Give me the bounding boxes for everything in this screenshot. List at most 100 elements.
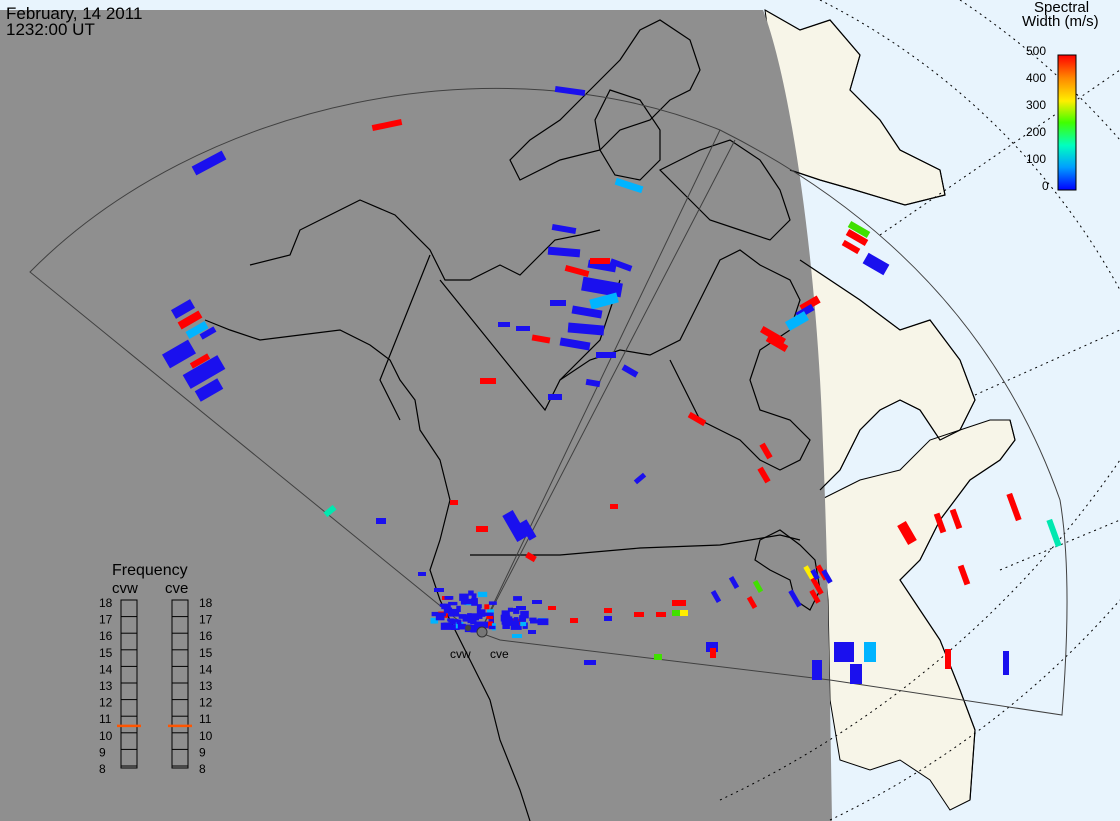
radar-cell bbox=[507, 607, 513, 612]
radar-cell bbox=[784, 311, 810, 331]
radar-cell bbox=[199, 326, 217, 340]
radar-cell bbox=[520, 610, 529, 619]
station-markers: cvw cve bbox=[450, 625, 509, 661]
radar-cell bbox=[584, 660, 596, 665]
frequency-tick-left: 18 bbox=[99, 596, 113, 610]
radar-cell bbox=[757, 466, 771, 484]
radar-cell bbox=[513, 596, 522, 601]
radar-cell bbox=[841, 239, 861, 255]
frequency-tick-left: 10 bbox=[99, 729, 113, 743]
frequency-column-cvw: cvw bbox=[112, 580, 138, 597]
radar-cell bbox=[512, 634, 522, 638]
radar-cell bbox=[752, 580, 764, 593]
radar-cell bbox=[945, 649, 951, 669]
radar-cell bbox=[571, 305, 603, 319]
legend-tick-0: 0 bbox=[1042, 179, 1049, 193]
radar-cell bbox=[570, 618, 578, 623]
radar-cell bbox=[177, 310, 203, 330]
radar-cell bbox=[550, 300, 566, 306]
radar-cell bbox=[821, 569, 833, 584]
frequency-tick-right: 17 bbox=[199, 613, 213, 627]
frequency-tick-left: 13 bbox=[99, 679, 113, 693]
frequency-tick-right: 11 bbox=[199, 712, 212, 726]
radar-cell bbox=[957, 564, 971, 586]
frequency-tick-left: 14 bbox=[99, 662, 113, 676]
radar-cell bbox=[502, 623, 510, 629]
frequency-tick-left: 12 bbox=[99, 696, 113, 710]
arctic-islands-2 bbox=[594, 89, 661, 181]
arctic-islands bbox=[509, 19, 701, 181]
frequency-tick-left: 15 bbox=[99, 646, 113, 660]
frequency-column-cve: cve bbox=[165, 580, 188, 597]
radar-cell bbox=[532, 600, 542, 604]
frequency-tick-left: 9 bbox=[99, 745, 106, 759]
radar-cell bbox=[448, 619, 459, 623]
radar-cell bbox=[537, 618, 549, 626]
radar-cell bbox=[513, 608, 520, 614]
night-region bbox=[0, 10, 832, 821]
legend-tick-100: 100 bbox=[1026, 152, 1046, 166]
radar-cell bbox=[529, 617, 537, 621]
radar-cell bbox=[589, 292, 619, 310]
alaska-south-coast bbox=[204, 319, 531, 821]
fov-beam-left bbox=[479, 139, 736, 633]
frequency-tick-left: 17 bbox=[99, 613, 113, 627]
frequency-tick-right: 12 bbox=[199, 696, 213, 710]
frequency-scale: 18 18 17 17 16 16 15 15 14 14 13 13 12 12 11 11 10 10 9 9 8 8 bbox=[99, 596, 213, 776]
legend-tick-500: 500 bbox=[1026, 44, 1046, 58]
radar-cell bbox=[434, 588, 444, 592]
radar-cell bbox=[488, 601, 497, 605]
radar-cell bbox=[376, 518, 386, 524]
radar-cell bbox=[462, 598, 474, 605]
territory-border bbox=[439, 279, 621, 412]
radar-cell bbox=[847, 220, 871, 239]
radar-cell bbox=[430, 617, 439, 624]
radar-cell bbox=[448, 608, 460, 617]
radar-cell bbox=[812, 660, 822, 680]
radar-cell bbox=[759, 325, 787, 346]
radar-cell bbox=[191, 150, 227, 176]
frequency-tick-right: 8 bbox=[199, 762, 206, 776]
fov-beam-right bbox=[479, 129, 721, 633]
radar-cell bbox=[182, 355, 226, 389]
frequency-tick-right: 13 bbox=[199, 679, 213, 693]
legend-tick-300: 300 bbox=[1026, 98, 1046, 112]
radar-cell bbox=[834, 642, 854, 662]
radar-cell bbox=[501, 610, 510, 617]
radar-cell bbox=[459, 593, 469, 601]
radar-cell bbox=[1003, 651, 1009, 675]
radar-cell bbox=[585, 378, 601, 388]
coastlines bbox=[204, 9, 1016, 821]
radar-cell bbox=[476, 604, 482, 609]
radar-cell bbox=[484, 612, 494, 616]
radar-cell bbox=[596, 352, 616, 358]
labrador-coast bbox=[799, 259, 976, 491]
radar-cell bbox=[457, 623, 466, 630]
hudson-bay-coast bbox=[559, 249, 811, 471]
radar-cell bbox=[162, 339, 196, 369]
radar-cell bbox=[520, 621, 527, 627]
frequency-tick-right: 18 bbox=[199, 596, 213, 610]
radar-cell bbox=[477, 591, 488, 598]
radar-cell bbox=[510, 624, 522, 630]
spectral-width-legend: Spectral Width (m/s) 500 400 300 200 100… bbox=[1022, 0, 1099, 193]
baffin-coast bbox=[658, 139, 791, 241]
radar-cell bbox=[897, 520, 917, 546]
radar-cell bbox=[845, 228, 869, 247]
frequency-tick-right: 16 bbox=[199, 629, 213, 643]
radar-cell bbox=[185, 321, 209, 339]
frequency-panel: Frequency cvw cve 18 18 17 17 16 16 15 15 14 14 13… bbox=[99, 562, 213, 776]
radar-cell bbox=[548, 394, 562, 400]
radar-cell bbox=[706, 642, 718, 652]
radar-cell bbox=[476, 526, 488, 532]
legend-tick-400: 400 bbox=[1026, 71, 1046, 85]
radar-cell bbox=[519, 615, 526, 622]
radar-cell bbox=[444, 596, 454, 600]
radar-cell bbox=[728, 576, 740, 589]
radar-cell bbox=[486, 615, 494, 620]
radar-cell bbox=[609, 258, 633, 272]
radar-cell bbox=[530, 619, 542, 624]
frequency-tick-left: 11 bbox=[99, 712, 112, 726]
radar-cell bbox=[1006, 492, 1022, 522]
radar-cell bbox=[672, 600, 686, 606]
